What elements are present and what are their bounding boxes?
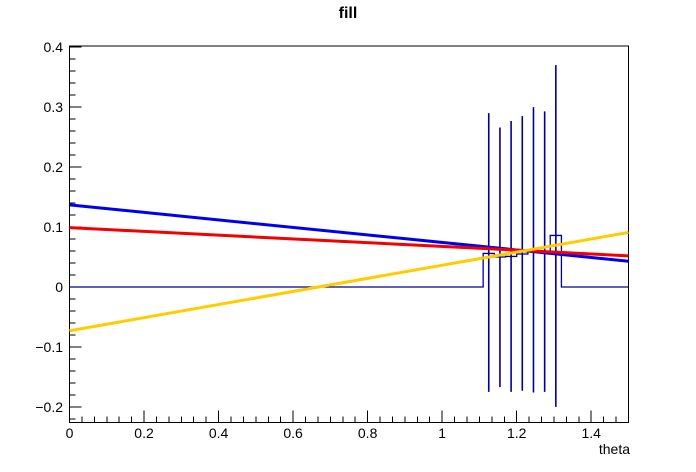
x-tick-label: 0.2 <box>134 425 154 441</box>
plot-title: fill <box>338 5 358 22</box>
x-tick-label: 0.6 <box>283 425 303 441</box>
y-tick-label: 0 <box>55 279 63 295</box>
y-tick-label: 0.1 <box>44 219 64 235</box>
x-tick-label: 1.4 <box>581 425 601 441</box>
x-tick-label: 1.2 <box>507 425 527 441</box>
y-tick-label: −0.2 <box>35 399 63 415</box>
y-tick-label: 0.3 <box>44 99 64 115</box>
y-tick-label: −0.1 <box>35 339 63 355</box>
plot-frame <box>69 45 629 423</box>
x-tick-label: 0.8 <box>358 425 378 441</box>
y-tick-label: 0.4 <box>44 39 64 55</box>
x-tick-label: 0 <box>66 425 74 441</box>
red-line <box>69 226 629 258</box>
yellow-line <box>69 230 629 333</box>
x-tick-label: 1 <box>438 425 446 441</box>
x-tick-label: 0.4 <box>209 425 229 441</box>
x-axis-title: theta <box>599 441 630 457</box>
y-tick-label: 0.2 <box>44 159 64 175</box>
